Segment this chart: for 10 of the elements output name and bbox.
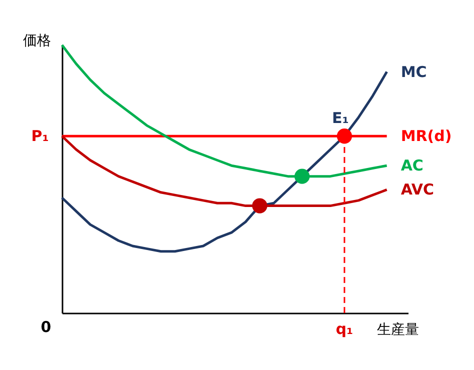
- x-axis-title: 生産量: [377, 322, 419, 338]
- text: P₁: [31, 127, 49, 146]
- text: 0: [40, 318, 52, 336]
- annotation: E₁: [332, 109, 349, 128]
- y-axis-title: 価格: [23, 33, 51, 49]
- series-label: AVC: [400, 180, 434, 199]
- series-label: MR(d): [400, 127, 452, 146]
- text: q₁: [336, 320, 354, 338]
- series-label: AC: [400, 156, 424, 175]
- series-label: MC: [400, 62, 427, 81]
